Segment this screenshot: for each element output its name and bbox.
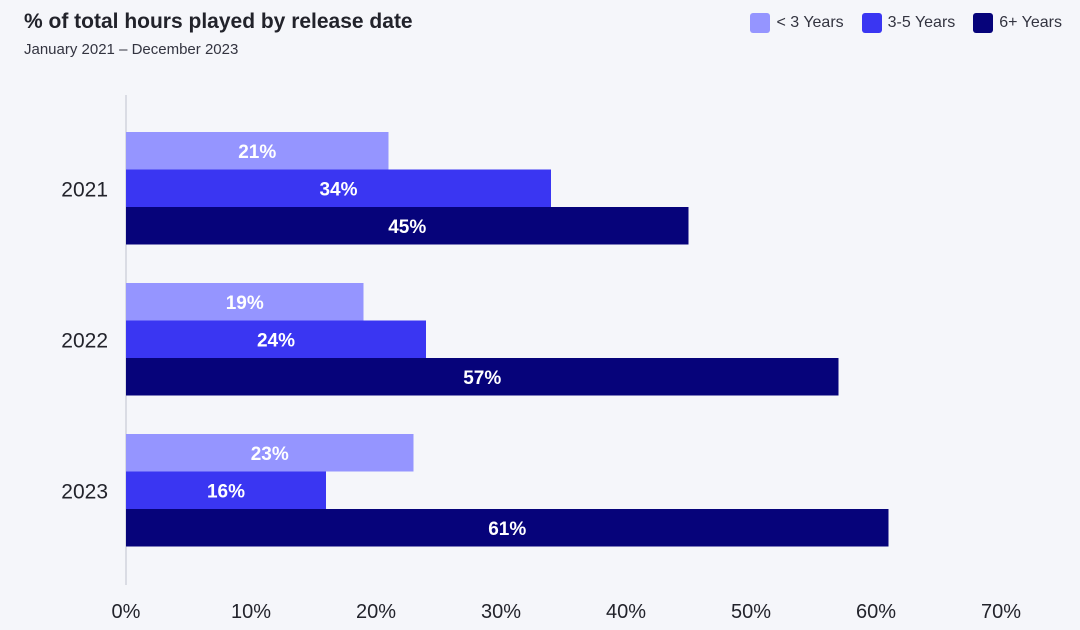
bar-2023-series-1 xyxy=(126,471,326,509)
legend-item-6-plus-years: 6+ Years xyxy=(973,13,1062,33)
bar-2022-series-0 xyxy=(126,283,364,321)
bar-2021-series-0 xyxy=(126,132,389,170)
bar-label-2021-series-0: 21% xyxy=(238,142,276,163)
x-tick-label-4: 40% xyxy=(606,601,646,623)
legend-label-under-3-years: < 3 Years xyxy=(776,14,844,31)
bar-2021-series-2 xyxy=(126,207,689,245)
bar-2022-series-2 xyxy=(126,358,839,396)
legend-label-6-plus-years: 6+ Years xyxy=(999,14,1062,31)
bar-label-2021-series-1: 34% xyxy=(319,179,357,200)
x-tick-label-7: 70% xyxy=(981,601,1021,623)
bar-2023-series-0 xyxy=(126,434,414,472)
bar-label-2023-series-2: 61% xyxy=(488,519,526,540)
chart-subtitle: January 2021 – December 2023 xyxy=(24,41,239,58)
bar-2022-series-1 xyxy=(126,320,426,358)
x-tick-label-3: 30% xyxy=(481,601,521,623)
bar-2023-series-2 xyxy=(126,509,889,547)
legend-swatch-under-3-years xyxy=(750,13,771,33)
bar-2021-series-1 xyxy=(126,169,551,207)
legend-swatch-3-5-years xyxy=(861,13,882,33)
legend-item-under-3-years: < 3 Years xyxy=(750,13,844,33)
bar-label-2022-series-1: 24% xyxy=(257,330,295,351)
legend: < 3 Years 3-5 Years 6+ Years xyxy=(750,13,1062,33)
legend-item-3-5-years: 3-5 Years xyxy=(861,13,956,33)
x-tick-label-6: 60% xyxy=(856,601,896,623)
legend-label-3-5-years: 3-5 Years xyxy=(887,14,956,31)
bar-label-2022-series-2: 57% xyxy=(463,368,501,389)
category-label-2022: 2022 xyxy=(61,329,108,352)
legend-swatch-6-plus-years xyxy=(973,13,994,33)
category-label-2021: 2021 xyxy=(61,178,108,201)
bar-label-2023-series-0: 23% xyxy=(251,444,289,465)
bar-label-2022-series-0: 19% xyxy=(226,293,264,314)
bar-label-2023-series-1: 16% xyxy=(207,481,245,502)
x-tick-label-5: 50% xyxy=(731,601,771,623)
x-tick-label-1: 10% xyxy=(231,601,271,623)
x-tick-label-0: 0% xyxy=(112,601,141,623)
bar-label-2021-series-2: 45% xyxy=(388,217,426,238)
category-label-2023: 2023 xyxy=(61,480,108,503)
chart-title: % of total hours played by release date xyxy=(24,10,413,33)
x-tick-label-2: 20% xyxy=(356,601,396,623)
